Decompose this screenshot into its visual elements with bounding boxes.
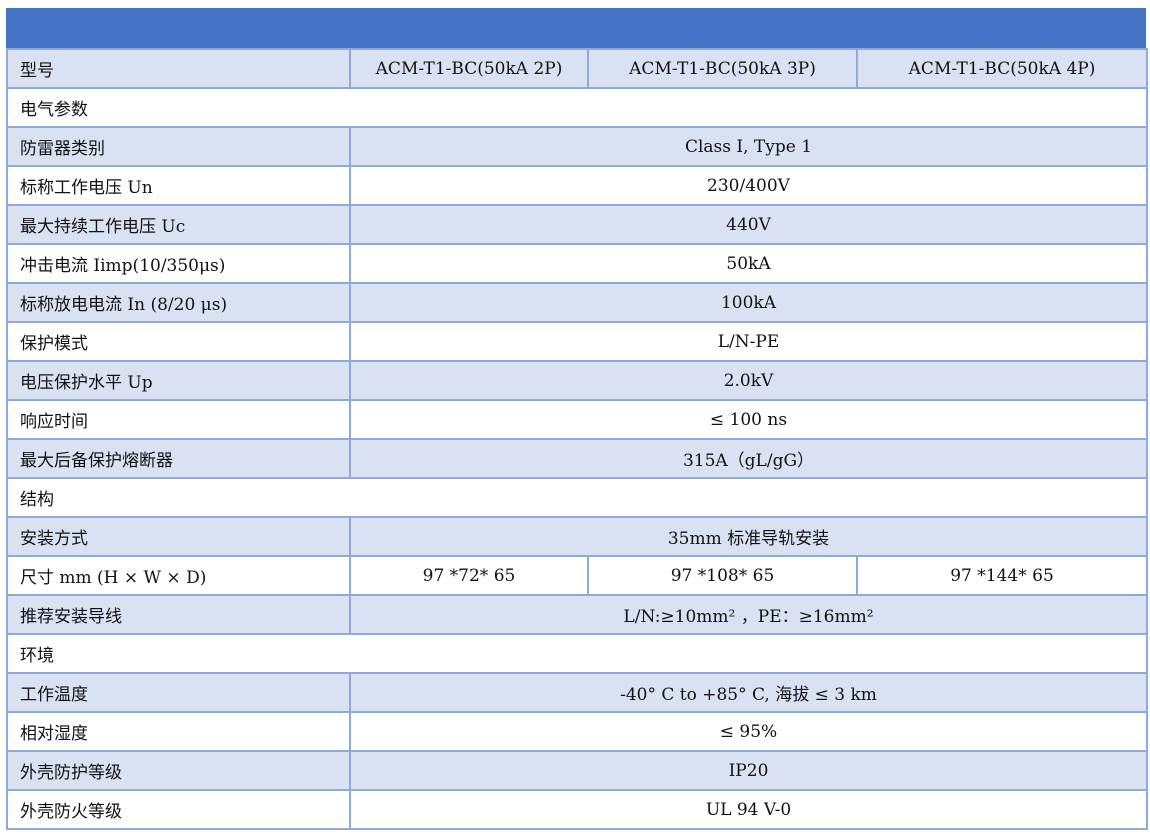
row-value: L/N:≥10mm² ，PE：≥16mm² — [349, 594, 1148, 635]
row-label: 标称放电电流 In (8/20 μs) — [6, 282, 351, 323]
row-label: 尺寸 mm (H × W × D) — [6, 555, 351, 596]
table-row: 外壳防火等级 UL 94 V-0 — [6, 789, 1148, 830]
row-label: 外壳防护等级 — [6, 750, 351, 791]
row-value: 97 *72* 65 — [349, 555, 589, 596]
row-value: L/N-PE — [349, 321, 1148, 362]
spec-table: 型号 ACM-T1-BC(50kA 2P) ACM-T1-BC(50kA 3P) AC… — [6, 48, 1148, 830]
row-value: -40° C to +85° C, 海拔 ≤ 3 km — [349, 672, 1148, 713]
table-row: 标称放电电流 In (8/20 μs) 100kA — [6, 282, 1148, 323]
row-value: 50kA — [349, 243, 1148, 284]
table-row: 冲击电流 Iimp(10/350μs) 50kA — [6, 243, 1148, 284]
section-heading: 环境 — [6, 633, 1148, 674]
row-value: Class I, Type 1 — [349, 126, 1148, 167]
row-label: 冲击电流 Iimp(10/350μs) — [6, 243, 351, 284]
table-row: 保护模式 L/N-PE — [6, 321, 1148, 362]
row-value: 230/400V — [349, 165, 1148, 206]
row-value: ≤ 95% — [349, 711, 1148, 752]
table-row: 推荐安装导线 L/N:≥10mm² ，PE：≥16mm² — [6, 594, 1148, 635]
table-row: 相对湿度 ≤ 95% — [6, 711, 1148, 752]
section-row: 环境 — [6, 633, 1148, 674]
table-row: 电压保护水平 Up 2.0kV — [6, 360, 1148, 401]
row-value: 97 *144* 65 — [856, 555, 1148, 596]
table-row: 型号 ACM-T1-BC(50kA 2P) ACM-T1-BC(50kA 3P) AC… — [6, 48, 1148, 89]
row-value: ≤ 100 ns — [349, 399, 1148, 440]
row-label: 最大持续工作电压 Uc — [6, 204, 351, 245]
table-row: 尺寸 mm (H × W × D) 97 *72* 65 97 *108* 65 97… — [6, 555, 1148, 596]
row-value: IP20 — [349, 750, 1148, 791]
row-label: 最大后备保护熔断器 — [6, 438, 351, 479]
row-value: 97 *108* 65 — [587, 555, 858, 596]
row-value: ACM-T1-BC(50kA 3P) — [587, 48, 858, 89]
table-row: 最大后备保护熔断器 315A（gL/gG） — [6, 438, 1148, 479]
row-value: 440V — [349, 204, 1148, 245]
table-row: 防雷器类别 Class I, Type 1 — [6, 126, 1148, 167]
row-label: 安装方式 — [6, 516, 351, 557]
section-heading: 结构 — [6, 477, 1148, 518]
table-row: 最大持续工作电压 Uc 440V — [6, 204, 1148, 245]
table-row: 工作温度 -40° C to +85° C, 海拔 ≤ 3 km — [6, 672, 1148, 713]
table-header-bar — [6, 8, 1146, 48]
row-label: 相对湿度 — [6, 711, 351, 752]
row-label: 推荐安装导线 — [6, 594, 351, 635]
table-row: 标称工作电压 Un 230/400V — [6, 165, 1148, 206]
row-value: 2.0kV — [349, 360, 1148, 401]
row-label: 响应时间 — [6, 399, 351, 440]
row-label: 电压保护水平 Up — [6, 360, 351, 401]
row-value: ACM-T1-BC(50kA 4P) — [856, 48, 1148, 89]
section-heading: 电气参数 — [6, 87, 1148, 128]
row-label: 外壳防火等级 — [6, 789, 351, 830]
spec-table-container: 型号 ACM-T1-BC(50kA 2P) ACM-T1-BC(50kA 3P) AC… — [6, 8, 1148, 830]
row-value: UL 94 V-0 — [349, 789, 1148, 830]
row-value: 35mm 标准导轨安装 — [349, 516, 1148, 557]
row-value: 315A（gL/gG） — [349, 438, 1148, 479]
section-row: 电气参数 — [6, 87, 1148, 128]
table-row: 外壳防护等级 IP20 — [6, 750, 1148, 791]
row-label: 标称工作电压 Un — [6, 165, 351, 206]
section-row: 结构 — [6, 477, 1148, 518]
row-label: 防雷器类别 — [6, 126, 351, 167]
row-label: 工作温度 — [6, 672, 351, 713]
table-row: 响应时间 ≤ 100 ns — [6, 399, 1148, 440]
row-label: 保护模式 — [6, 321, 351, 362]
row-value: ACM-T1-BC(50kA 2P) — [349, 48, 589, 89]
table-row: 安装方式 35mm 标准导轨安装 — [6, 516, 1148, 557]
row-label: 型号 — [6, 48, 351, 89]
row-value: 100kA — [349, 282, 1148, 323]
